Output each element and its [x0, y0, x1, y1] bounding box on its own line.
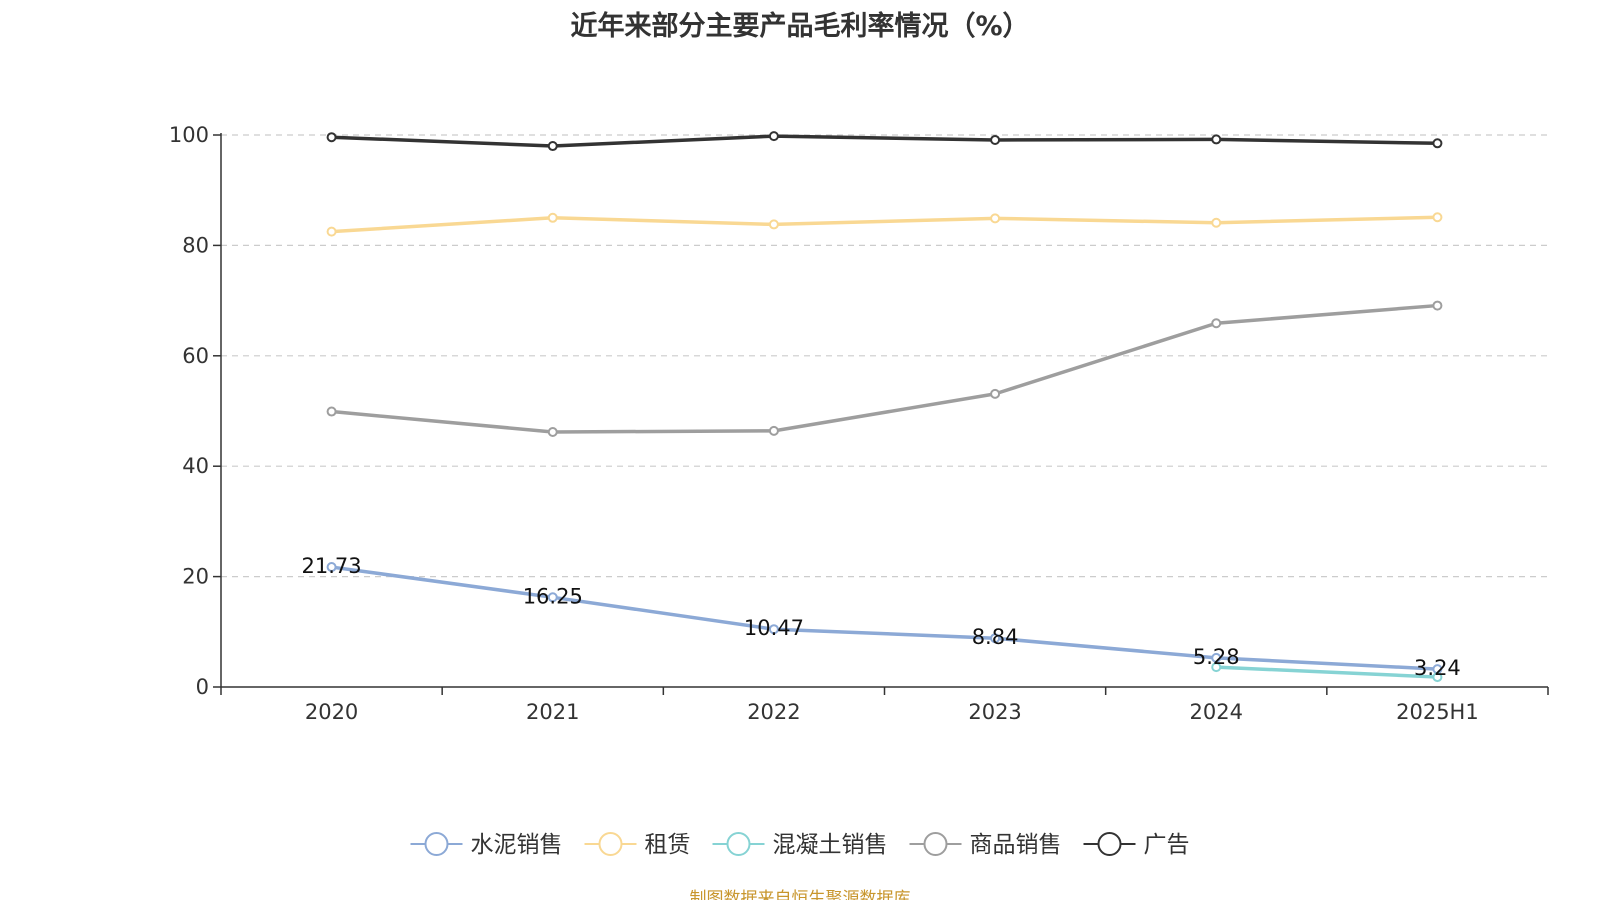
- x-tick-label: 2024: [1190, 700, 1243, 724]
- data-point: [1211, 652, 1222, 663]
- series-line-1: [329, 215, 1440, 234]
- x-tick-label: 2022: [747, 700, 800, 724]
- chart-title: 近年来部分主要产品毛利率情况（%）: [570, 11, 1030, 42]
- legend-item[interactable]: 广告: [1083, 832, 1190, 858]
- legend-circle-icon: [1097, 832, 1122, 856]
- series-line-2: [1214, 665, 1440, 679]
- x-tick-label: 2025H1: [1396, 700, 1479, 724]
- data-point: [990, 134, 1001, 145]
- legend-circle-icon: [726, 832, 751, 856]
- data-point: [768, 219, 779, 230]
- series-line-3: [329, 303, 1440, 434]
- legend-item[interactable]: 租赁: [584, 832, 691, 858]
- data-label: 3.24: [1414, 656, 1461, 680]
- grid-lines: [221, 134, 1548, 578]
- data-point: [1211, 217, 1222, 228]
- axes: 0 20 40 60 80 100 2020 2021 2022 2023 2024 2025H1: [169, 123, 1549, 724]
- data-label: 10.47: [744, 616, 804, 640]
- legend-label: 广告: [1144, 832, 1190, 858]
- data-labels: 21.73 16.25 10.47 8.84 5.28 3.24: [302, 554, 1461, 680]
- data-point: [1211, 662, 1222, 673]
- data-point: [1211, 318, 1222, 329]
- legend: 水泥销售 租赁 混凝土销售 商品销售 广告: [410, 832, 1190, 858]
- data-point: [1211, 134, 1222, 145]
- data-point: [326, 226, 337, 237]
- data-point: [768, 131, 779, 142]
- data-point: [326, 132, 337, 143]
- y-tick-label: 80: [182, 233, 209, 257]
- x-tick-label: 2023: [968, 700, 1021, 724]
- series-line-4: [329, 134, 1440, 148]
- y-tick-label: 60: [182, 344, 209, 368]
- x-tick-label: 2021: [526, 700, 579, 724]
- data-point: [990, 388, 1001, 399]
- data-point: [547, 141, 558, 152]
- y-tick-label: 20: [182, 565, 209, 589]
- legend-label: 水泥销售: [471, 832, 563, 858]
- data-point: [1432, 300, 1443, 311]
- data-point: [1432, 212, 1443, 223]
- legend-circle-icon: [923, 832, 948, 856]
- y-tick-label: 100: [169, 123, 209, 147]
- legend-item[interactable]: 水泥销售: [410, 832, 563, 858]
- source-note: 制图数据来自恒生聚源数据库: [689, 889, 911, 900]
- data-point: [768, 425, 779, 436]
- legend-item[interactable]: 商品销售: [909, 832, 1062, 858]
- data-point: [990, 633, 1001, 644]
- data-point: [547, 426, 558, 437]
- series-lines: [326, 131, 1443, 683]
- data-label: 8.84: [972, 625, 1019, 649]
- legend-item[interactable]: 混凝土销售: [712, 832, 888, 858]
- data-point: [326, 562, 337, 573]
- data-label: 21.73: [302, 554, 362, 578]
- data-label: 5.28: [1193, 645, 1240, 669]
- data-point: [547, 592, 558, 603]
- series-line-0: [329, 565, 1440, 671]
- data-point: [990, 213, 1001, 224]
- legend-circle-icon: [424, 832, 449, 856]
- data-point: [1432, 138, 1443, 149]
- legend-label: 混凝土销售: [773, 832, 888, 858]
- data-point: [768, 624, 779, 635]
- legend-label: 商品销售: [970, 832, 1062, 858]
- legend-circle-icon: [598, 832, 623, 856]
- y-tick-label: 0: [196, 675, 209, 699]
- data-point: [326, 406, 337, 417]
- x-tick-label: 2020: [305, 700, 358, 724]
- data-label: 16.25: [523, 584, 583, 608]
- legend-label: 租赁: [645, 832, 691, 858]
- data-point: [1432, 672, 1443, 683]
- data-point: [547, 212, 558, 223]
- y-tick-label: 40: [182, 454, 209, 478]
